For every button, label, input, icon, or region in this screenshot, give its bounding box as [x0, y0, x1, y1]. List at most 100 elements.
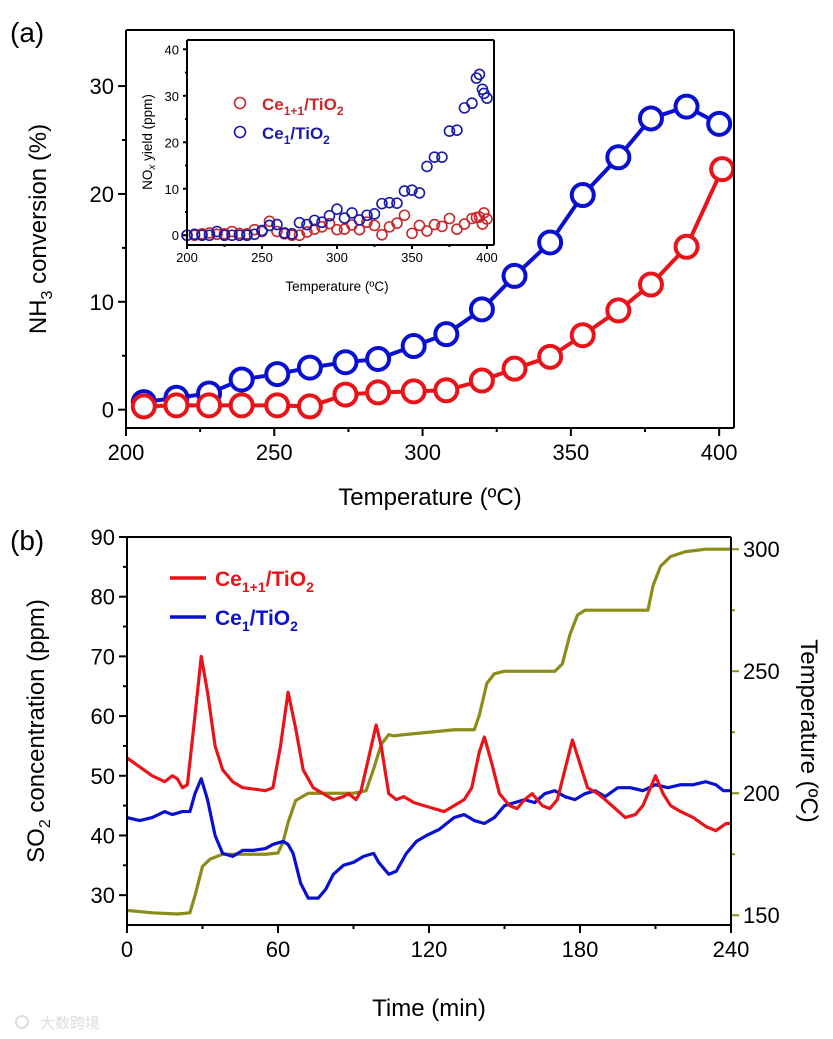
inset-data-point-Ce1+1/TiO2	[331, 223, 343, 236]
inset-data-point-Ce1/TiO2	[218, 229, 231, 242]
inset-data-point-Ce1+1/TiO2	[428, 218, 441, 231]
inset-data-point-Ce1+1/TiO2	[436, 220, 448, 233]
inset-data-point-Ce1/TiO2	[413, 187, 426, 199]
inset-data-point-Ce1/TiO2	[346, 207, 358, 219]
inset-data-point-Ce1/TiO2	[398, 185, 411, 197]
inset-data-point-Ce1/TiO2	[436, 151, 448, 163]
inset-legend-marker-ce1	[233, 125, 247, 139]
panel-b-y-tick-label: 90	[91, 525, 115, 550]
panel-b-x-tick-label: 240	[713, 937, 750, 962]
data-point-Ce1+1/TiO2	[605, 297, 632, 324]
inset-data-point-Ce1+1/TiO2	[361, 216, 373, 229]
inset-data-point-Ce1/TiO2	[286, 228, 298, 240]
inset-data-point-Ce1/TiO2	[196, 229, 208, 242]
legend-label-ce1: Ce1/TiO2	[215, 607, 298, 634]
inset-y-tick-label: 30	[165, 89, 179, 104]
inset-data-point-Ce1/TiO2	[428, 151, 441, 163]
inset-data-point-Ce1/TiO2	[481, 92, 493, 104]
inset-axes	[186, 40, 494, 246]
panel-b-y-axis-label: SO2 concentration (ppm)	[23, 599, 54, 863]
inset-x-tick-label: 300	[326, 250, 348, 265]
inset-data-point-Ce1+1/TiO2	[413, 219, 426, 232]
panel-b-y-tick-label: 50	[91, 764, 115, 789]
panel-b-label: (b)	[10, 525, 44, 556]
data-point-Ce1+1/TiO2	[332, 381, 359, 408]
data-point-Ce1/TiO2	[673, 93, 700, 120]
panel-a-x-tick-label: 250	[256, 440, 293, 465]
data-point-Ce1+1/TiO2	[468, 367, 495, 394]
data-point-Ce1/TiO2	[637, 105, 664, 132]
data-point-Ce1+1/TiO2	[196, 392, 223, 419]
watermark-logo-icon	[15, 1015, 29, 1029]
panel-a-inset: 200 250 300 350 400 0 10 20 30 40	[165, 39, 498, 265]
inset-data-point-Ce1+1/TiO2	[248, 223, 261, 236]
panel-b-y-tick-label: 30	[91, 883, 115, 908]
panel-a-axes	[125, 30, 734, 429]
inset-data-point-Ce1+1/TiO2	[443, 212, 456, 225]
inset-x-tick-label: 200	[176, 250, 198, 265]
inset-data-point-Ce1+1/TiO2	[263, 215, 276, 228]
panel-b-y-tick-label: 60	[91, 704, 115, 729]
data-point-Ce1/TiO2	[296, 354, 323, 381]
inset-data-point-Ce1/TiO2	[323, 209, 336, 222]
inset-data-point-Ce1/TiO2	[376, 197, 388, 210]
panel-a-y-tick-label: 0	[102, 398, 114, 423]
inset-y-tick-label: 10	[165, 182, 179, 197]
inset-data-point-Ce1+1/TiO2	[391, 217, 403, 229]
data-point-Ce1/TiO2	[433, 321, 460, 348]
inset-data-point-Ce1/TiO2	[188, 228, 201, 241]
panel-b-x-tick-label: 60	[266, 937, 290, 962]
inset-data-point-Ce1/TiO2	[368, 208, 381, 220]
inset-data-point-Ce1/TiO2	[331, 203, 343, 216]
series-line-Ce1+1/TiO2	[126, 654, 731, 833]
panel-a-x-tick-label: 400	[701, 440, 738, 465]
panel-b-y2-tick-label: 150	[743, 903, 780, 928]
data-point-Ce1/TiO2	[365, 345, 392, 372]
inset-x-axis-label: Temperature (ºC)	[285, 279, 388, 294]
panel-b-legend: Ce1+1/TiO2 Ce1/TiO2	[170, 568, 314, 634]
data-point-Ce1/TiO2	[332, 349, 359, 376]
panel-b-x-tick-label: 180	[562, 937, 599, 962]
inset-data-point-Ce1/TiO2	[421, 160, 433, 173]
panel-b-y2-tick-label: 200	[743, 781, 780, 806]
series-line-Temperature	[126, 547, 731, 916]
data-point-Ce1+1/TiO2	[163, 392, 190, 419]
inset-data-point-Ce1/TiO2	[391, 197, 403, 209]
data-point-Ce1/TiO2	[264, 361, 291, 388]
panel-b-y-tick-label: 70	[91, 644, 115, 669]
inset-x-tick-label: 400	[476, 250, 498, 265]
panel-b-y2-tick-label: 250	[743, 659, 780, 684]
data-point-Ce1+1/TiO2	[400, 378, 427, 405]
panel-b-y-tick-label: 80	[91, 585, 115, 610]
inset-data-point-Ce1/TiO2	[316, 216, 328, 229]
inset-data-point-Ce1/TiO2	[361, 209, 373, 222]
watermark: 大数跨境	[40, 1014, 100, 1032]
inset-legend-marker-ce1plus1	[233, 96, 247, 110]
inset-data-point-Ce1+1/TiO2	[316, 221, 328, 233]
inset-data-point-Ce1+1/TiO2	[293, 229, 306, 242]
inset-data-point-Ce1+1/TiO2	[398, 209, 411, 222]
inset-data-point-Ce1/TiO2	[451, 124, 463, 136]
panel-a-x-tick-label: 350	[553, 440, 590, 465]
panel-a-y-tick-label: 20	[90, 182, 114, 207]
panel-a-label: (a)	[10, 17, 44, 48]
data-point-Ce1/TiO2	[569, 182, 596, 209]
panel-b-y2-tick-label: 300	[743, 537, 780, 562]
inset-data-point-Ce1/TiO2	[233, 229, 246, 242]
panel-b-plot: 0 60 120 180 240 30 40 50 60 70 80 90 150 200 250 300	[91, 525, 780, 962]
panel-a-y-tick-label: 30	[90, 74, 114, 99]
inset-data-point-Ce1/TiO2	[293, 216, 306, 229]
panel-a-x-tick-label: 300	[404, 440, 441, 465]
inset-data-point-Ce1+1/TiO2	[481, 213, 493, 225]
inset-data-point-Ce1/TiO2	[263, 219, 276, 232]
data-point-Ce1+1/TiO2	[130, 393, 157, 420]
data-point-Ce1+1/TiO2	[537, 343, 564, 370]
data-point-Ce1/TiO2	[228, 366, 255, 393]
inset-data-point-Ce1/TiO2	[473, 68, 486, 81]
panel-a-x-axis-label: Temperature (ºC)	[338, 484, 521, 511]
panel-a-plot: 200 250 300 350 400 0 10 20 30	[90, 29, 738, 465]
data-point-Ce1+1/TiO2	[673, 233, 700, 260]
inset-data-point-Ce1/TiO2	[278, 227, 291, 239]
series-line-Ce1/TiO2	[126, 777, 731, 900]
